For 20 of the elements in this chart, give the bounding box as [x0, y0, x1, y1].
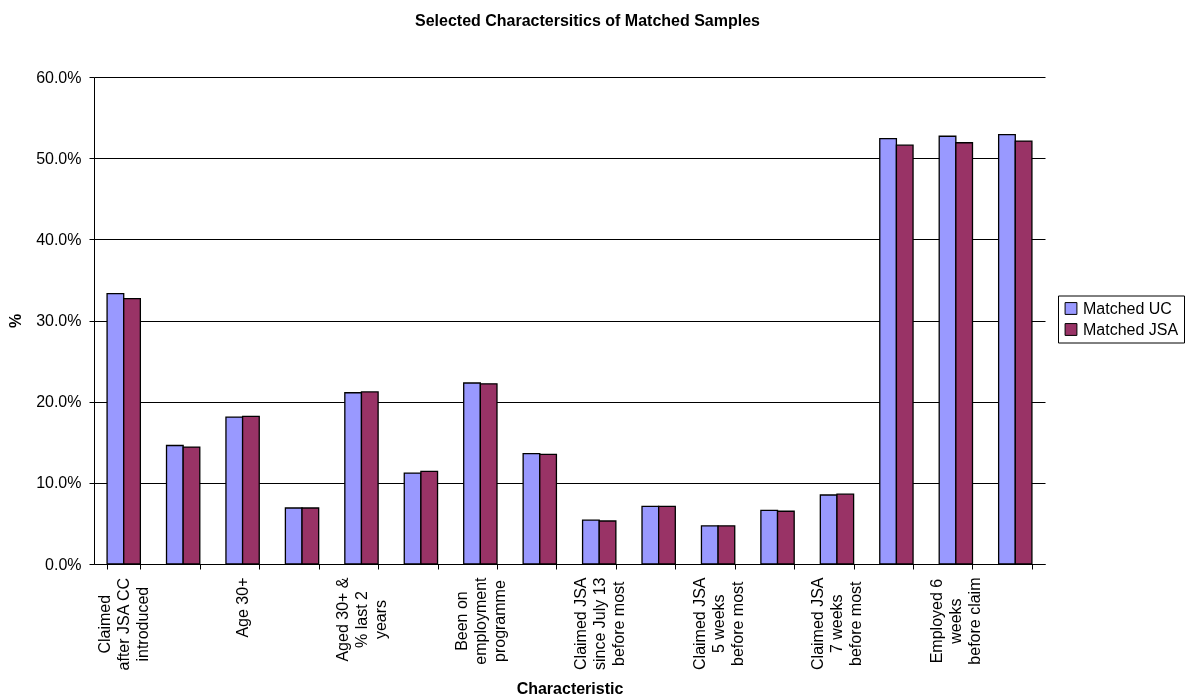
y-tick-label: 60.0% [36, 68, 82, 86]
chart-title: Selected Charactersitics of Matched Samples [414, 12, 761, 29]
y-tick-label: 10.0% [36, 474, 82, 492]
x-tick-label: Been on employment programme [452, 576, 508, 665]
y-tick-label: 40.0% [36, 230, 82, 248]
y-tick-label: 20.0% [36, 393, 82, 411]
y-tick-label: 0.0% [45, 555, 82, 573]
x-tick-label: Age 30+ [234, 577, 252, 638]
y-axis-title: % [6, 313, 24, 329]
y-tick-label: 30.0% [36, 312, 82, 329]
x-tick-label: Claimed JSA 5 weeks before most [690, 577, 746, 670]
x-tick-label: Claimed after JSA CC introduced [96, 577, 152, 671]
x-axis-title: Characteristic [516, 679, 624, 697]
x-tick-label: Claimed JSA 7 weeks before most [809, 577, 865, 670]
legend-label: Matched UC [1083, 299, 1172, 317]
x-tick-label: Employed 6 weeks before claim [928, 577, 984, 665]
y-tick-label: 50.0% [36, 149, 82, 167]
legend-label: Matched JSA [1083, 320, 1179, 338]
x-tick-label: Claimed JSA since July 13 before most [571, 577, 627, 670]
x-tick-label: Aged 30+ & % last 2 years [333, 577, 389, 662]
